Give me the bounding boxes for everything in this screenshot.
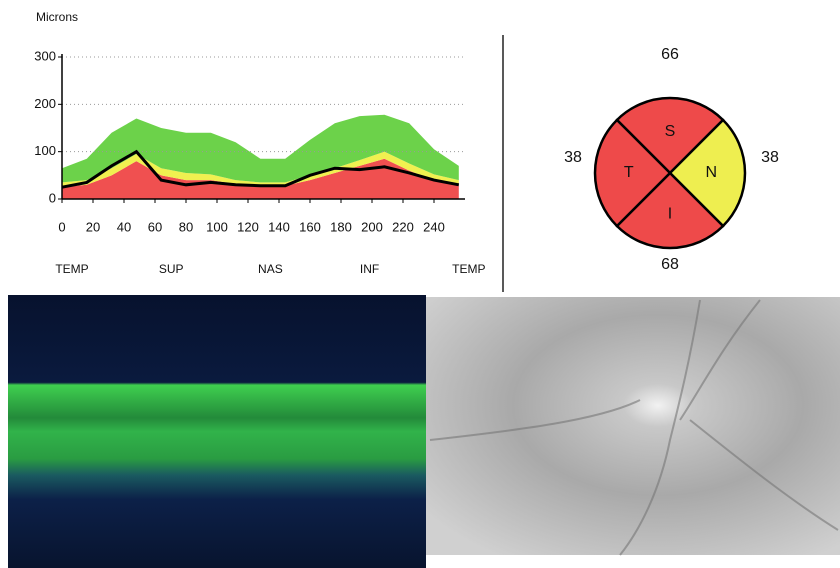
x-tick-label: 100 (206, 219, 228, 234)
x-tick-label: 220 (392, 219, 414, 234)
region-label: NAS (258, 262, 283, 276)
quadrant-map: S 66 N 38 I 68 T 38 (564, 46, 779, 273)
quadrant-label: I (668, 205, 672, 222)
y-tick-label: 200 (34, 96, 56, 111)
x-tick-label: 140 (268, 219, 290, 234)
x-tick-label: 20 (86, 219, 100, 234)
quadrant-value: 38 (564, 149, 582, 166)
quadrant-label: T (624, 164, 634, 181)
quadrant-label: S (665, 123, 676, 140)
x-tick-label: 120 (237, 219, 259, 234)
x-tick-label: 160 (299, 219, 321, 234)
region-label: TEMP (55, 262, 88, 276)
x-tick-label: 0 (58, 219, 65, 234)
x-tick-label: 60 (148, 219, 162, 234)
quadrant-label: N (705, 164, 717, 181)
thickness-plot: 0 100 200 300 0 20 40 60 80 100 120 140 160 180 200 220… (34, 48, 485, 276)
region-label: INF (360, 262, 379, 276)
area-band (62, 151, 459, 188)
x-tick-label: 180 (330, 219, 352, 234)
quadrant (668, 118, 747, 228)
x-tick-label: 200 (361, 219, 383, 234)
measured-line (61, 149, 460, 189)
region-label: TEMP (452, 262, 485, 276)
quadrant-value: 38 (761, 149, 779, 166)
oct-scan (8, 295, 426, 568)
fundus-image (426, 297, 840, 555)
quadrant-value: 66 (661, 46, 679, 63)
region-label: SUP (159, 262, 184, 276)
x-tick-label: 40 (117, 219, 131, 234)
quadrant (615, 171, 725, 250)
vessels (429, 299, 839, 556)
y-axis-label: Microns (36, 10, 78, 24)
y-tick-label: 0 (49, 190, 56, 205)
quadrant-value: 68 (661, 256, 679, 273)
y-tick-label: 300 (34, 48, 56, 63)
x-tick-label: 240 (423, 219, 445, 234)
area-band (62, 114, 459, 183)
y-tick-label: 100 (34, 143, 56, 158)
x-tick-label: 80 (179, 219, 193, 234)
quadrant (593, 118, 672, 228)
quadrant (615, 96, 725, 175)
